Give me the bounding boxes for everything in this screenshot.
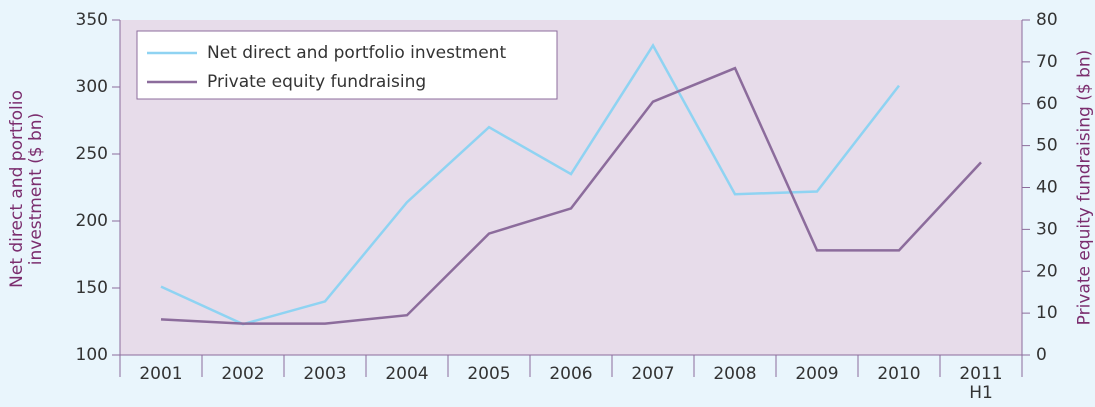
y-tick-label: 350 [76,10,108,30]
y-tick-label: 150 [76,278,108,298]
y-tick-label: 100 [76,345,108,365]
legend-box [136,30,558,100]
y-tick-label: 250 [76,144,108,164]
y2-tick-label: 60 [1036,94,1058,114]
y2-tick-label: 0 [1036,345,1047,365]
x-tick-label: 2010 [877,364,921,384]
y2-tick-label: 10 [1036,303,1058,323]
y2-tick-label: 50 [1036,136,1058,156]
y-axis-title: Net direct and portfolio investment ($ b… [7,90,46,288]
series-line [160,43,900,326]
y2-tick-label: 70 [1036,52,1058,72]
legend-label: Private equity fundraising [207,72,426,92]
y2-tick-label: 80 [1036,10,1058,30]
x-tick-label: 2003 [303,364,347,384]
x-tick-label: 2008 [713,364,757,384]
y-tick-label: 200 [76,211,108,231]
x-tick-label: 2009 [795,364,839,384]
x-tick-label: 2001 [139,364,183,384]
legend-label: Net direct and portfolio investment [207,43,506,63]
y2-tick-label: 40 [1036,178,1058,198]
series-line [160,66,982,325]
y2-axis-title: Private equity fundraising ($ bn) [1074,49,1095,326]
x-tick-label: 2007 [631,364,675,384]
x-tick-label: 2005 [467,364,511,384]
y-tick-label: 300 [76,77,108,97]
x-tick-label: 2004 [385,364,429,384]
y2-tick-label: 30 [1036,219,1058,239]
x-tick-label: 2006 [549,364,593,384]
y2-tick-label: 20 [1036,261,1058,281]
x-tick-label: 2011 H1 [959,364,1003,403]
x-tick-label: 2002 [221,364,265,384]
